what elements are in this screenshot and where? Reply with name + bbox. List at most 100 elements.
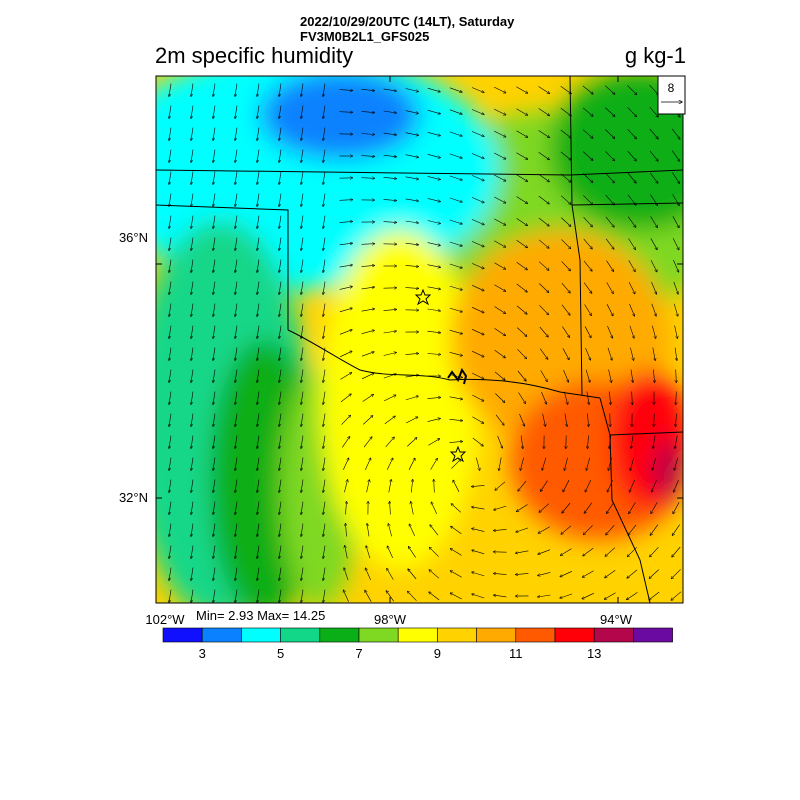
wind-arrow	[608, 369, 612, 383]
wind-arrow	[654, 413, 655, 427]
wind-arrow	[516, 261, 528, 270]
wind-arrow	[323, 237, 326, 251]
wind-arrow	[516, 108, 527, 115]
wind-arrow	[605, 194, 615, 205]
wind-arrow	[385, 437, 395, 448]
wind-arrow	[472, 394, 483, 401]
wind-arrow	[384, 395, 396, 402]
wind-arrow	[235, 435, 238, 449]
wind-arrow	[235, 281, 238, 295]
wind-arrow	[257, 391, 260, 405]
wind-arrow	[650, 524, 659, 536]
wind-arrow	[386, 458, 393, 470]
wind-arrow	[279, 83, 282, 97]
wind-arrow	[383, 132, 397, 135]
wind-arrow	[301, 259, 304, 273]
colorbar-swatch	[437, 627, 477, 643]
wind-arrow	[631, 435, 634, 449]
wind-arrow	[494, 349, 506, 358]
wind-arrow	[363, 437, 372, 448]
wind-arrow	[562, 348, 569, 359]
wind-arrow	[672, 216, 679, 227]
wind-arrow	[235, 171, 238, 185]
wind-arrow	[169, 567, 172, 581]
wind-arrow	[384, 416, 395, 425]
wind-arrow	[607, 347, 612, 360]
wind-arrow	[540, 480, 548, 492]
wind-arrow	[471, 329, 484, 334]
wind-arrow	[630, 457, 635, 471]
wind-arrow	[361, 178, 375, 179]
wind-arrow	[405, 220, 419, 223]
wind-arrow	[213, 193, 216, 207]
wind-arrow	[191, 259, 194, 273]
wind-arrow	[561, 304, 570, 315]
wind-arrow	[342, 437, 349, 448]
wind-arrow	[542, 413, 546, 427]
wind-arrow	[471, 153, 484, 159]
wind-arrow	[235, 545, 238, 559]
map-frame	[155, 75, 684, 604]
wind-arrow	[213, 413, 216, 427]
wind-arrow	[672, 172, 679, 184]
wind-arrow	[539, 348, 548, 360]
wind-arrow	[361, 244, 375, 245]
lon-label-94w: 94°W	[600, 612, 633, 627]
wind-arrow	[494, 262, 505, 269]
colorbar-swatch	[280, 627, 321, 643]
wind-arrow	[169, 545, 172, 559]
wind-arrow	[472, 507, 485, 510]
wind-arrow	[649, 569, 660, 579]
wind-arrow	[560, 129, 571, 138]
wind-arrow	[671, 128, 680, 139]
wind-arrow	[427, 354, 441, 355]
wind-arrow	[191, 303, 194, 317]
wind-arrow	[472, 485, 485, 486]
wind-arrow	[516, 240, 528, 247]
wind-arrow	[169, 435, 172, 449]
wind-arrow	[169, 237, 172, 251]
wind-arrow	[629, 325, 634, 338]
wind-arrow	[538, 217, 549, 226]
wind-arrow	[516, 305, 527, 314]
wind-arrow	[561, 239, 570, 248]
wind-arrow	[673, 281, 678, 294]
wind-arrow	[539, 283, 548, 293]
wind-arrow	[604, 107, 615, 117]
wind-arrow	[629, 303, 635, 316]
wind-arrow	[191, 149, 194, 163]
wind-arrow	[449, 197, 462, 202]
wind-arrow	[339, 243, 353, 246]
wind-arrow	[383, 177, 397, 178]
valid-time-header: 2022/10/29/20UTC (14LT), Saturday	[300, 14, 515, 29]
wind-arrow	[169, 83, 172, 97]
wind-arrow	[561, 261, 571, 270]
wind-arrow	[428, 439, 439, 446]
wind-arrow	[169, 105, 172, 119]
wind-arrow	[301, 83, 304, 97]
wind-arrow	[301, 369, 304, 383]
wind-arrow	[213, 171, 216, 185]
wind-arrow	[449, 219, 462, 224]
wind-arrow	[516, 130, 527, 138]
wind-arrow	[450, 571, 462, 578]
wind-arrow	[674, 479, 679, 492]
wind-arrow	[235, 347, 238, 361]
wind-arrow	[257, 259, 260, 273]
wind-arrow	[235, 589, 238, 603]
wind-arrow	[494, 529, 507, 530]
wind-arrow	[213, 149, 216, 163]
wind-arrow	[213, 325, 216, 339]
wind-arrow	[430, 525, 439, 536]
wind-arrow	[191, 435, 194, 449]
wind-arrow	[339, 330, 352, 335]
wind-arrow	[584, 502, 593, 514]
wind-arrow	[235, 457, 238, 471]
wind-arrow	[343, 590, 349, 603]
colorbar-swatch	[201, 627, 242, 643]
wind-arrow	[323, 391, 326, 405]
wind-vectors	[169, 83, 682, 603]
wind-arrow	[235, 127, 238, 141]
wind-arrow	[323, 589, 326, 603]
